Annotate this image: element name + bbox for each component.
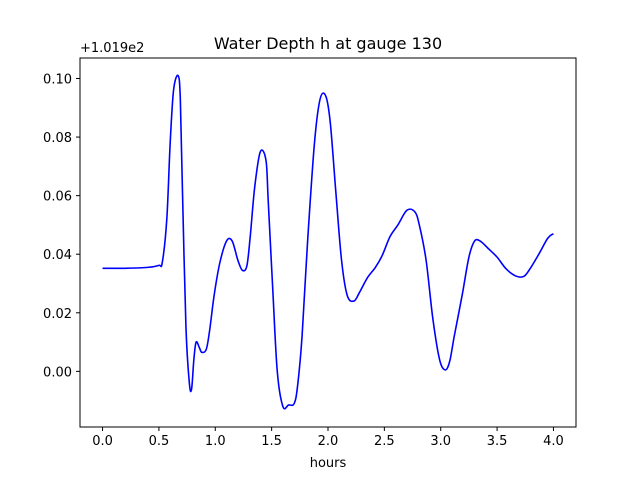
x-tick-label: 1.0 xyxy=(205,434,226,449)
chart-title: Water Depth h at gauge 130 xyxy=(214,34,442,53)
y-axis: 0.00 0.02 0.04 0.06 0.08 0.10 xyxy=(43,73,80,380)
y-tick-label: 0.08 xyxy=(43,131,72,146)
y-tick-label: 0.06 xyxy=(43,190,72,205)
series-line-0 xyxy=(102,74,554,410)
x-tick-label: 3.5 xyxy=(487,434,508,449)
x-tick-label: 2.0 xyxy=(318,434,339,449)
x-tick-label: 1.5 xyxy=(261,434,282,449)
x-tick-label: 0.0 xyxy=(92,434,113,449)
x-axis-label: hours xyxy=(310,456,347,471)
x-tick-label: 3.0 xyxy=(430,434,451,449)
x-axis: 0.0 0.5 1.0 1.5 2.0 2.5 3.0 3.5 4.0 xyxy=(92,427,564,449)
y-tick-label: 0.10 xyxy=(43,73,72,88)
x-tick-label: 4.0 xyxy=(543,434,564,449)
x-tick-label: 2.5 xyxy=(374,434,395,449)
y-tick-label: 0.04 xyxy=(43,248,72,263)
y-tick-label: 0.00 xyxy=(43,365,72,380)
x-tick-label: 0.5 xyxy=(149,434,170,449)
y-axis-offset-label: +1.019e2 xyxy=(80,41,144,56)
plot-area xyxy=(102,74,554,410)
y-tick-label: 0.02 xyxy=(43,307,72,322)
